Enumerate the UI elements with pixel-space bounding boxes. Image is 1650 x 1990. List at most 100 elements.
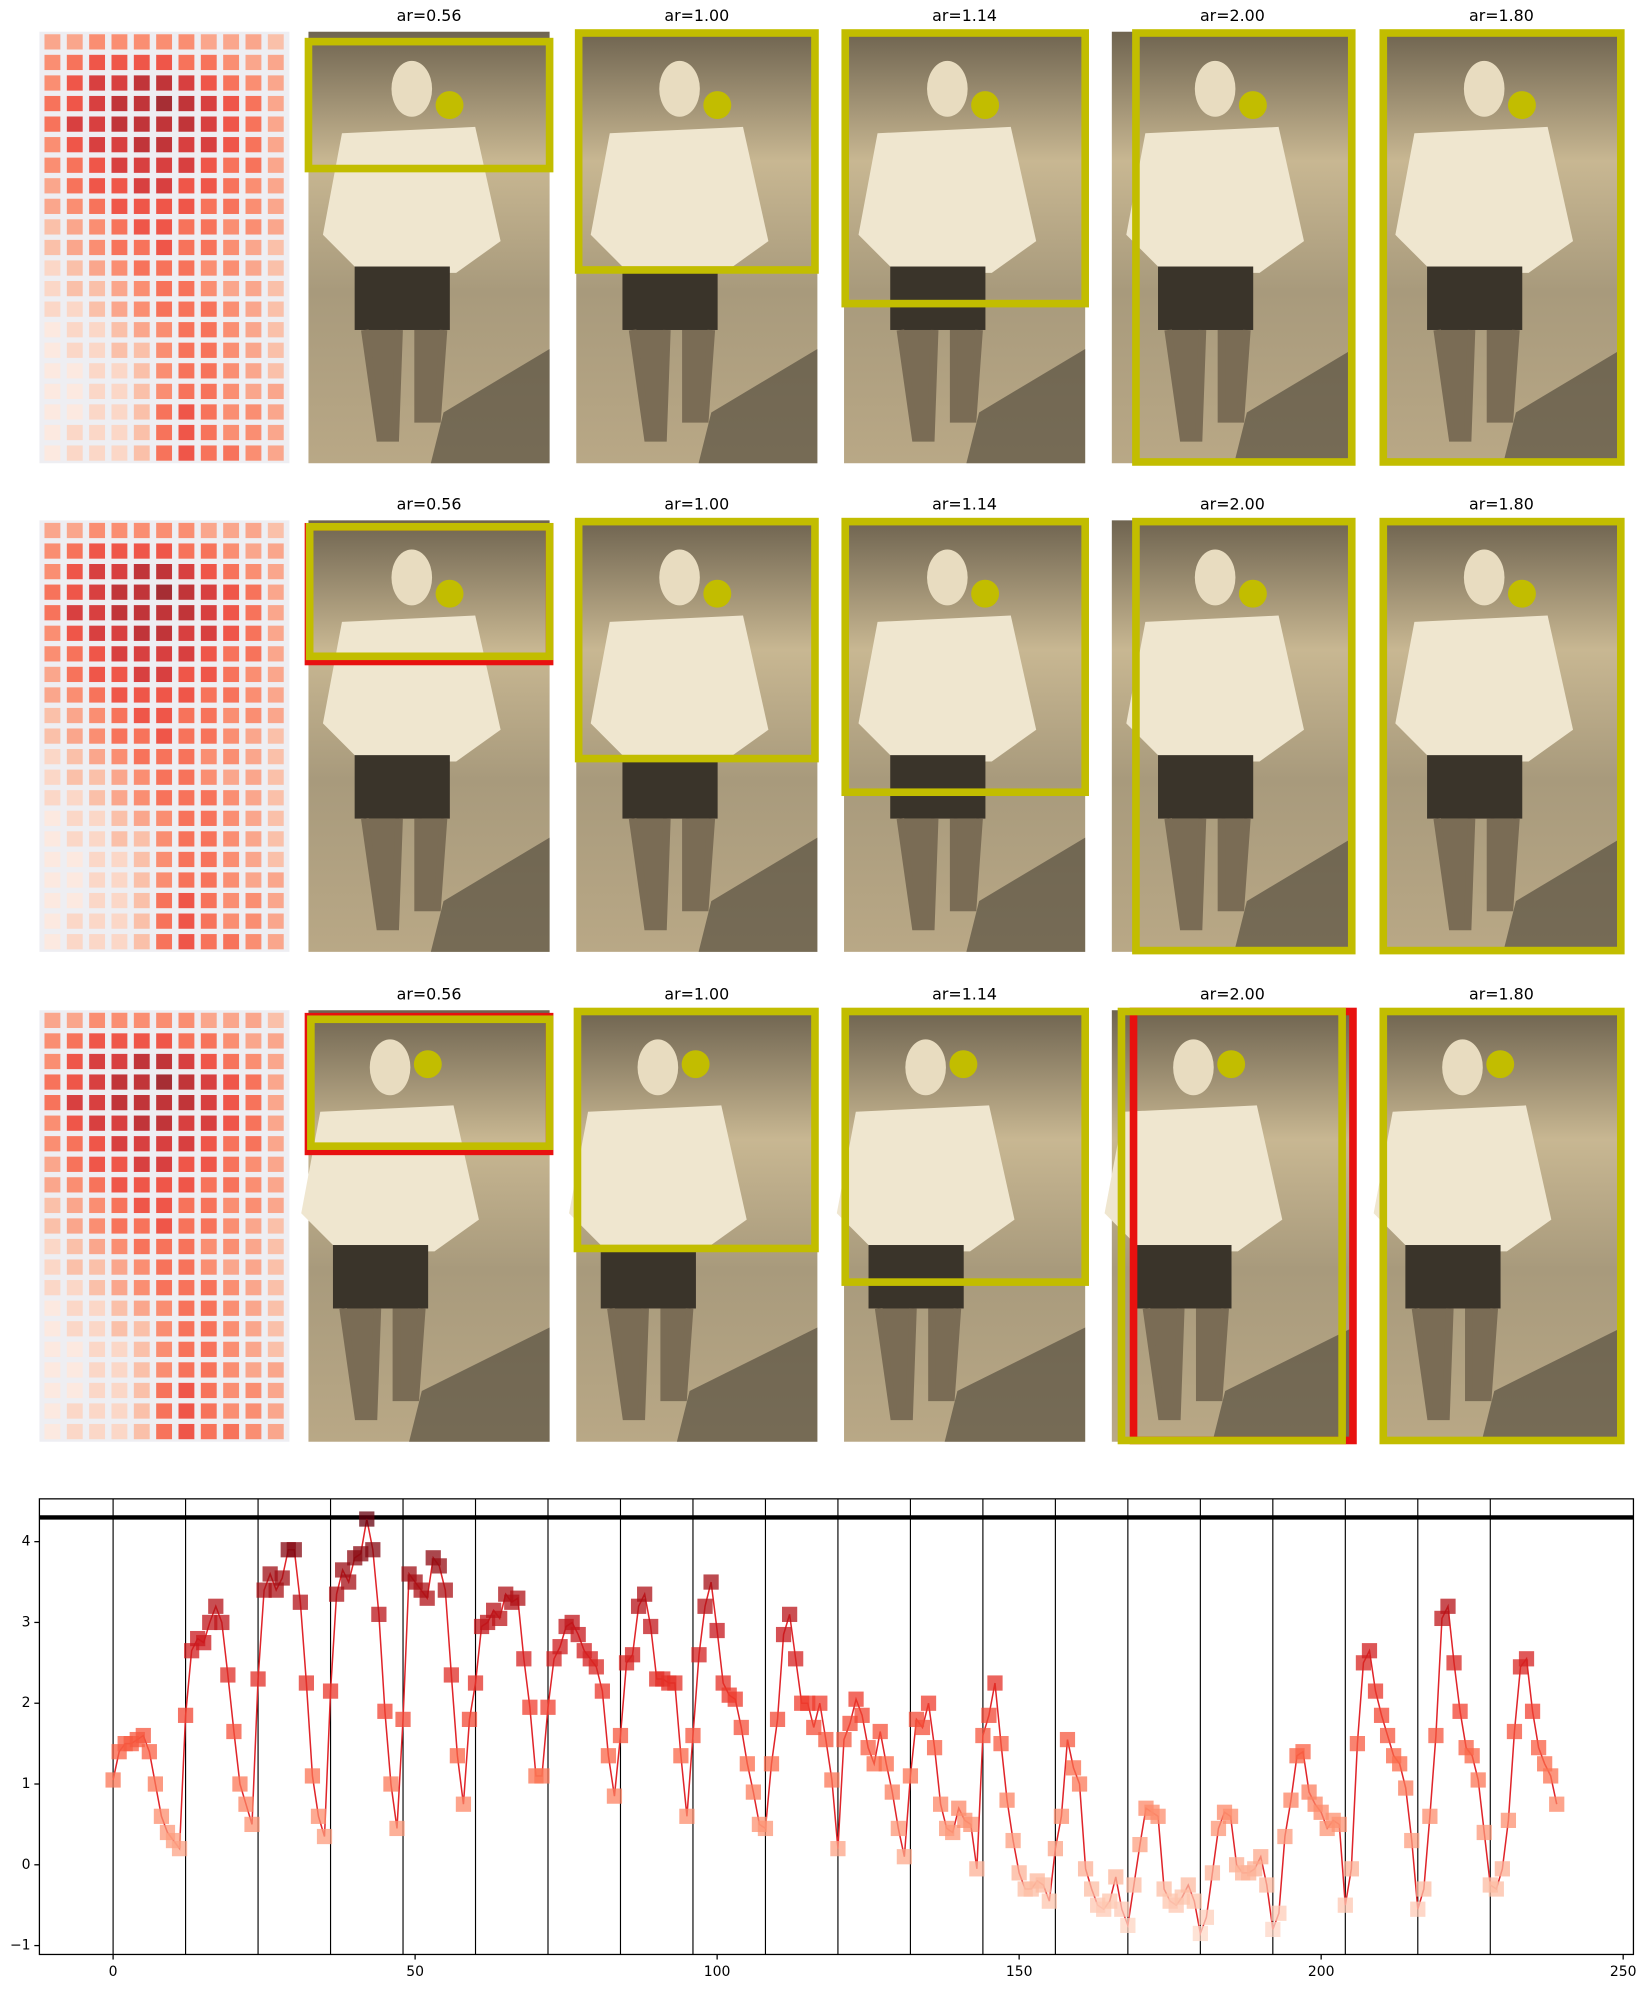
shadow (1212, 1327, 1353, 1442)
panel-title: ar=1.14 (932, 495, 997, 514)
heatmap-cell (89, 1197, 106, 1214)
x-tick-label: 150 (1006, 1964, 1033, 1980)
marker (926, 1740, 943, 1756)
heatmap-cell (111, 564, 128, 580)
heatmap-cell (89, 564, 106, 580)
heatmap-cell (89, 1136, 106, 1152)
heatmap-cell (245, 198, 262, 214)
heatmap-cell (245, 584, 262, 600)
heatmap-cell (156, 34, 173, 50)
heatmap-cell (133, 1423, 150, 1440)
heatmap-cell (44, 95, 61, 112)
figure-head (1194, 60, 1236, 117)
heatmap-cell (200, 1095, 217, 1111)
keypoint (413, 1050, 442, 1079)
heatmap-cell (223, 810, 240, 826)
heatmap-cell (223, 280, 240, 297)
heatmap-cell (178, 790, 195, 806)
heatmap-cell (178, 1197, 195, 1214)
heatmap-cell (178, 666, 195, 683)
heatmap-cell (89, 728, 106, 744)
heatmap-cell (156, 363, 173, 379)
heatmap-cell (223, 157, 240, 173)
marker (564, 1614, 580, 1631)
heatmap-cell (66, 1341, 83, 1357)
heatmap-cell (178, 34, 195, 50)
figure-legs (1164, 329, 1251, 442)
x-tick-label: 100 (704, 1964, 731, 1980)
heatmap-cell (89, 749, 106, 765)
heatmap-cell (223, 1136, 240, 1152)
heatmap-cell (200, 54, 217, 71)
heatmap-cell (178, 522, 195, 539)
marker (1120, 1917, 1136, 1933)
heatmap-cell (111, 522, 128, 539)
heatmap-cell (44, 1074, 61, 1090)
bounding-box (841, 29, 1089, 308)
heatmap-cell (44, 1423, 61, 1440)
x-tick-label: 0 (109, 1964, 118, 1980)
heatmap-cell (44, 383, 61, 400)
heatmap-cell (178, 1033, 195, 1049)
heatmap-cell (156, 1300, 173, 1316)
figure-head (1463, 60, 1505, 117)
keypoint (1486, 1050, 1515, 1079)
photo-panel (1104, 1007, 1357, 1445)
heatmap-cell (89, 1218, 106, 1234)
marker (697, 1598, 713, 1614)
heatmap-cell (178, 934, 195, 950)
marker (1186, 1893, 1202, 1909)
marker (1247, 1861, 1263, 1877)
heatmap-cell (111, 584, 128, 600)
heatmap-cell (245, 1074, 262, 1090)
heatmap-cell (133, 157, 150, 173)
heatmap-cell (200, 625, 217, 641)
marker (854, 1707, 870, 1723)
marker (848, 1691, 864, 1707)
heatmap-cell (156, 1053, 173, 1070)
heatmap-cell (111, 424, 128, 441)
heatmap-cell (133, 260, 150, 276)
heatmap-cell (133, 1053, 150, 1070)
marker (993, 1736, 1009, 1752)
marker (1488, 1881, 1504, 1897)
heatmap-cell (178, 260, 195, 276)
heatmap-cell (245, 1033, 262, 1049)
marker (1392, 1756, 1408, 1772)
heatmap-cell (66, 687, 83, 703)
heatmap-cell (66, 1095, 83, 1111)
heatmap-cell (66, 851, 83, 868)
heatmap-cell (200, 137, 217, 153)
heatmap-cell (178, 1074, 195, 1090)
figure-shirt (1126, 126, 1304, 273)
keypoint (949, 1050, 978, 1079)
heatmap-cell (223, 1156, 240, 1172)
marker (1506, 1723, 1523, 1740)
marker (244, 1816, 260, 1833)
marker (274, 1570, 290, 1586)
heatmap-cell (223, 1280, 240, 1296)
heatmap-cell (223, 913, 240, 929)
marker (637, 1586, 653, 1602)
heatmap-cell (200, 1136, 217, 1152)
heatmap-cell (267, 260, 284, 276)
marker (902, 1768, 919, 1784)
heatmap-cell (89, 707, 106, 724)
heatmap-cell (111, 1136, 128, 1152)
photo-panel (1379, 517, 1625, 955)
panel-title: ar=0.56 (397, 6, 462, 25)
marker (1005, 1832, 1021, 1849)
heatmap-cell (267, 831, 284, 847)
heatmap-cell (178, 687, 195, 703)
bounding-box (307, 1015, 554, 1150)
marker (177, 1707, 194, 1723)
marker (208, 1598, 224, 1614)
bounding-box (841, 517, 1089, 797)
marker (449, 1748, 466, 1764)
heatmap-cell (245, 1218, 262, 1234)
heatmap-cell (245, 219, 262, 235)
marker (341, 1574, 357, 1590)
heatmap-cell (267, 810, 284, 826)
heatmap-cell (44, 1095, 61, 1111)
heatmap-cell (133, 749, 150, 765)
